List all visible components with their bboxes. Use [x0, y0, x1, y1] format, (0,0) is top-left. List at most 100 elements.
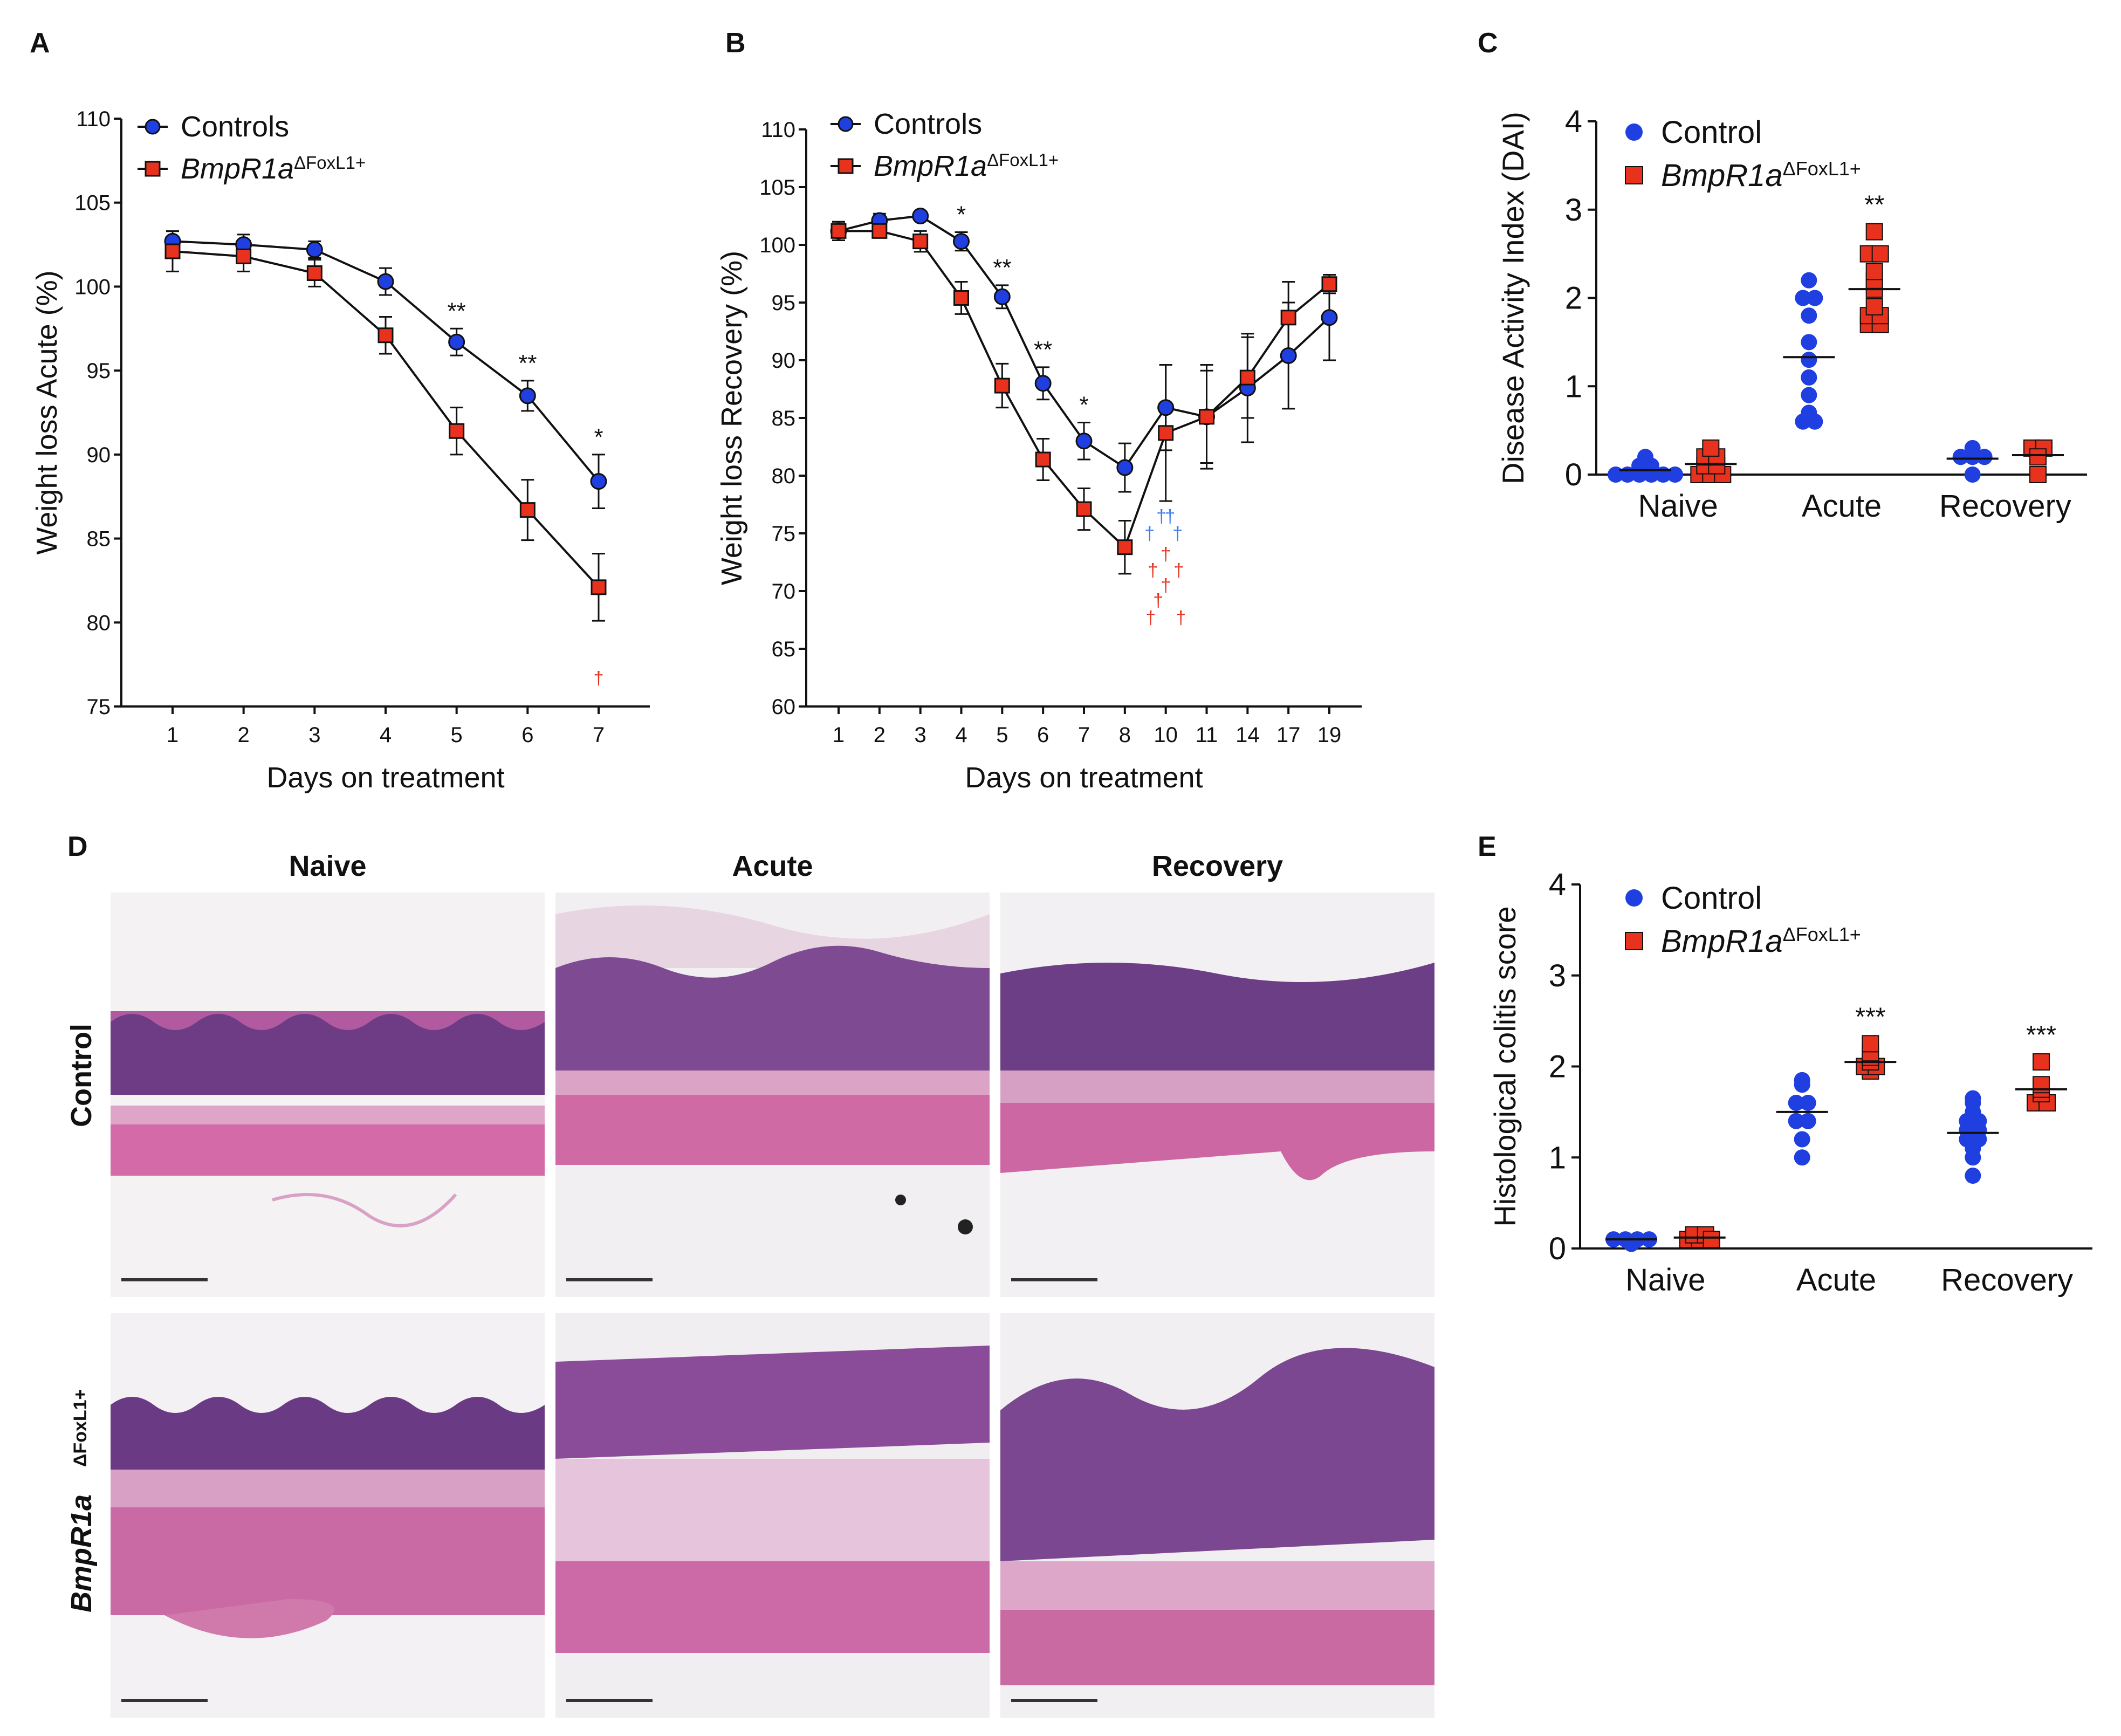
data-point-control	[590, 473, 607, 490]
y-tick-label: 100	[759, 234, 795, 257]
x-tick-label: 6	[1037, 723, 1049, 747]
x-tick-label: Acute	[1796, 1262, 1876, 1298]
y-tick-label: 65	[772, 637, 796, 661]
x-tick-label: 5	[996, 723, 1008, 747]
data-point-control	[912, 208, 929, 224]
y-tick-label: 90	[772, 349, 796, 373]
series-line-1	[172, 250, 600, 588]
y-tick-label: 60	[772, 695, 796, 719]
data-point-mutant	[1035, 451, 1051, 468]
y-tick-label: 75	[87, 695, 111, 719]
y-tick-label: 0	[1549, 1231, 1566, 1266]
data-point-mutant	[591, 579, 607, 595]
data-point-mutant	[1321, 276, 1337, 292]
data-point-control	[1801, 334, 1817, 351]
significance-label: ***	[1855, 1003, 1885, 1031]
legend-label-mutant: BmpR1aΔFoxL1+	[874, 150, 1059, 183]
legend-marker-mutant	[145, 161, 161, 177]
x-tick-label: 2	[238, 723, 250, 747]
x-tick-label: 8	[1119, 723, 1131, 747]
y-tick-label: 0	[1565, 457, 1582, 492]
legend-marker-control	[838, 116, 854, 132]
data-point-control	[1801, 272, 1817, 289]
y-tick-label: 3	[1565, 193, 1582, 228]
death-dagger-red: †	[1161, 575, 1171, 596]
x-tick-label: 17	[1276, 723, 1301, 747]
data-point-mutant	[1117, 539, 1133, 555]
data-point-mutant	[306, 265, 322, 282]
death-dagger-red: †	[1145, 608, 1156, 628]
death-dagger-red: †	[594, 668, 604, 689]
data-point-mutant	[1865, 263, 1883, 280]
data-point-mutant	[519, 502, 536, 518]
x-tick-label: 14	[1235, 723, 1260, 747]
histo-control-acute-image	[555, 893, 990, 1297]
x-tick-label: Recovery	[1941, 1262, 2073, 1298]
legend-label-mutant-sup: ΔFoxL1+	[987, 150, 1059, 170]
data-point-control	[1788, 1113, 1804, 1129]
significance-label: **	[518, 350, 537, 376]
significance-label: **	[1864, 191, 1884, 219]
data-point-control	[1667, 466, 1683, 483]
data-point-control	[1964, 466, 1981, 483]
histo-mutant-naive	[111, 1313, 545, 1718]
x-tick-label: 3	[308, 723, 320, 747]
data-point-control	[448, 333, 465, 351]
significance-label: ***	[2026, 1021, 2056, 1049]
y-tick-label: 85	[772, 407, 796, 430]
data-point-mutant	[1703, 1231, 1720, 1248]
y-tick-label: 85	[87, 527, 111, 551]
x-tick-label: 7	[1078, 723, 1090, 747]
legend-label-control: Controls	[874, 108, 982, 140]
histo-row-title-control: Control	[65, 1024, 98, 1127]
legend-label-mutant-sup: ΔFoxL1+	[1783, 157, 1861, 180]
x-tick-label: 11	[1196, 723, 1218, 747]
x-axis-label: Days on treatment	[266, 761, 504, 794]
data-point-mutant	[1280, 310, 1296, 326]
y-tick-label: 75	[772, 522, 796, 546]
data-point-control	[1321, 309, 1338, 326]
data-point-control	[1801, 307, 1817, 324]
histo-mutant-recovery-image	[1000, 1313, 1434, 1718]
data-point-mutant	[449, 423, 465, 439]
data-point-control	[1116, 459, 1134, 476]
x-tick-label: 2	[874, 723, 886, 747]
x-tick-label: Acute	[1802, 489, 1882, 524]
y-tick-label: 4	[1565, 104, 1582, 139]
y-tick-label: 2	[1549, 1049, 1566, 1085]
y-tick-label: 105	[759, 176, 795, 200]
data-point-control	[306, 241, 323, 258]
data-point-control	[1965, 1090, 1981, 1107]
significance-label: *	[594, 424, 603, 450]
data-point-control	[519, 387, 536, 404]
y-axis-label: Weight loss Recovery (%)	[716, 251, 748, 585]
legend-label-mutant-sup: ΔFoxL1+	[1783, 923, 1861, 945]
data-point-mutant	[1702, 439, 1720, 457]
x-tick-label: 6	[521, 723, 533, 747]
x-axis-label: Days on treatment	[965, 761, 1203, 794]
histo-mutant-acute	[555, 1313, 990, 1718]
y-tick-label: 80	[772, 464, 796, 488]
data-point-mutant	[912, 234, 929, 250]
y-tick-label: 3	[1549, 958, 1566, 993]
data-point-control	[1952, 449, 1969, 465]
y-axis-label: Weight loss Acute (%)	[31, 270, 63, 554]
x-tick-label: Recovery	[1939, 489, 2071, 524]
death-dagger-blue: †	[1165, 506, 1175, 527]
legend-label-control: Control	[1661, 881, 1762, 916]
data-point-control	[1034, 375, 1052, 392]
death-dagger-red: †	[1153, 591, 1163, 611]
data-point-mutant	[1865, 298, 1883, 315]
data-point-mutant	[994, 378, 1010, 394]
data-point-control	[953, 233, 970, 250]
data-point-mutant	[2029, 448, 2047, 466]
data-point-control	[1794, 1072, 1810, 1088]
x-tick-label: 10	[1154, 723, 1178, 747]
data-point-mutant	[1199, 409, 1214, 425]
data-point-mutant	[164, 243, 181, 259]
legend-label-mutant: BmpR1aΔFoxL1+	[1661, 157, 1861, 194]
data-point-control	[377, 273, 394, 290]
panel-label-b: B	[725, 28, 746, 59]
y-tick-label: 1	[1565, 369, 1582, 404]
data-point-mutant	[1865, 223, 1883, 241]
